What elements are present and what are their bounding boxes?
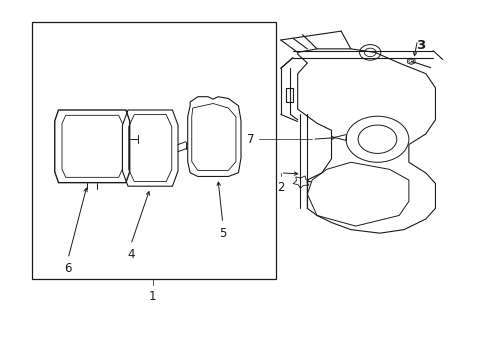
Text: 3: 3 bbox=[415, 39, 425, 52]
Text: 5: 5 bbox=[219, 227, 226, 240]
Text: 2: 2 bbox=[276, 181, 284, 194]
Text: 6: 6 bbox=[64, 262, 72, 275]
Bar bbox=[32, 22, 275, 279]
Text: 7: 7 bbox=[246, 133, 254, 146]
Text: 4: 4 bbox=[127, 248, 134, 261]
Text: 1: 1 bbox=[148, 291, 156, 303]
